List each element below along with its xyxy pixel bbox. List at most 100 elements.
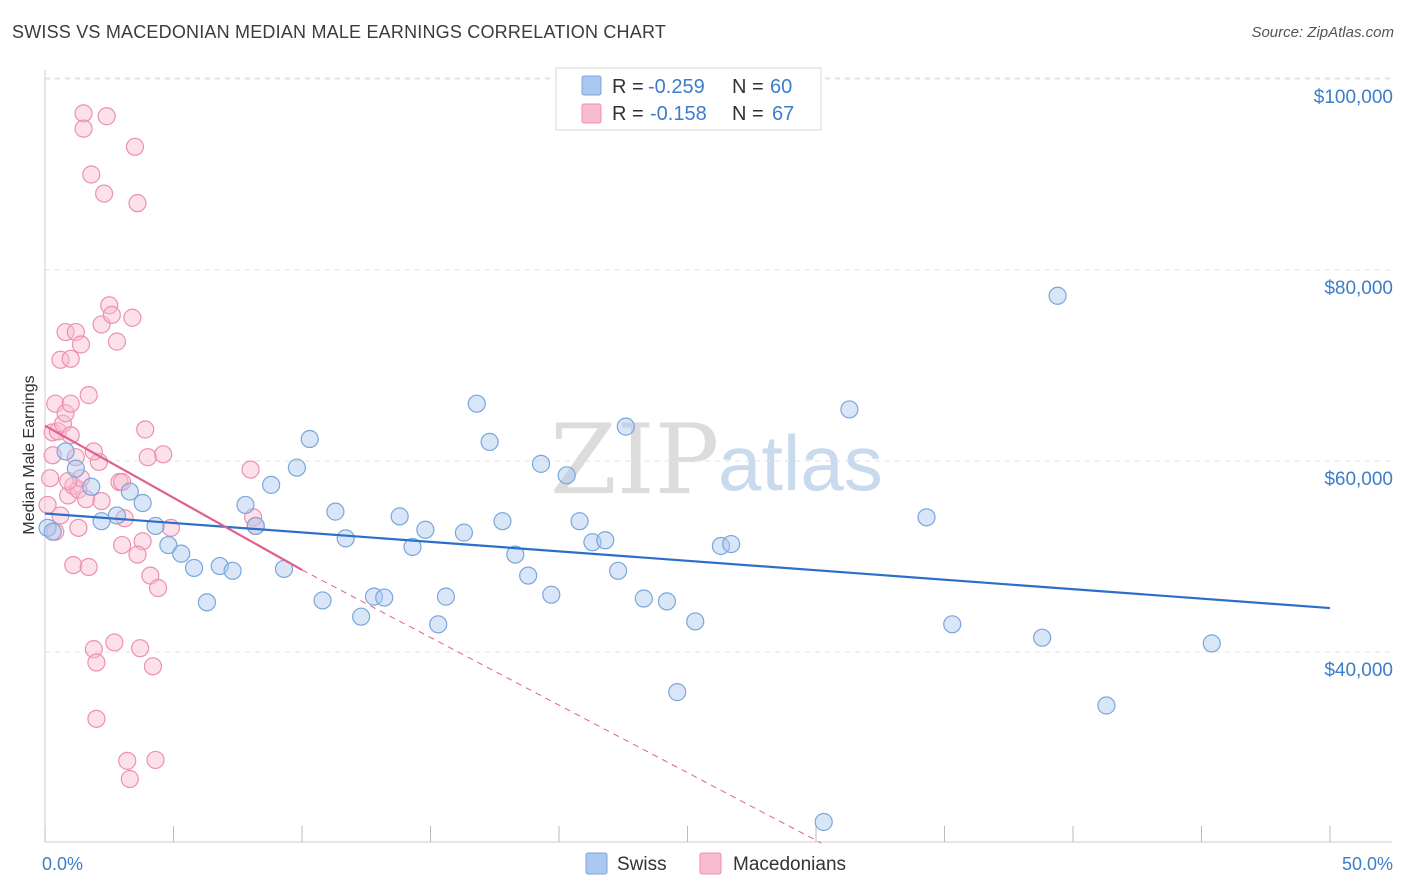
macedonians-point-11 <box>61 349 80 368</box>
swiss-point-39 <box>531 454 551 473</box>
legend-mac-n-value: 67 <box>772 103 794 125</box>
swiss-point-12 <box>184 558 204 578</box>
swiss-point-31 <box>429 615 448 634</box>
bottom-legend-swiss: Swiss <box>617 854 667 875</box>
swiss-point-28 <box>390 507 409 526</box>
x-tick-label-1: 50.0% <box>1342 854 1393 874</box>
swiss-point-55 <box>917 508 936 527</box>
legend-swiss-r-value: -0.259 <box>648 76 705 98</box>
swiss-point-16 <box>236 495 255 515</box>
macedonians-point-26 <box>87 709 106 728</box>
macedonians-point-18 <box>71 335 91 354</box>
macedonians-point-45 <box>133 532 152 551</box>
swiss-point-13 <box>197 593 217 612</box>
legend-swiss-n-value: 60 <box>770 76 792 98</box>
series-legend: Swiss Macedonians <box>585 852 846 875</box>
swiss-point-6 <box>107 506 127 525</box>
macedonians-point-47 <box>138 448 157 467</box>
macedonians-point-25 <box>84 640 103 659</box>
y-tick-label-1: $60,000 <box>1324 469 1393 490</box>
macedonians-point-51 <box>148 578 168 598</box>
legend-mac-n-label: N = <box>732 103 764 125</box>
swiss-point-3 <box>66 459 85 478</box>
macedonians-point-46 <box>136 420 155 439</box>
swiss-point-56 <box>943 615 962 634</box>
swiss-point-20 <box>287 458 306 477</box>
swiss-point-11 <box>172 544 191 563</box>
watermark-zip: ZIP <box>550 404 719 516</box>
swiss-point-35 <box>480 432 499 451</box>
macedonians-point-63 <box>128 545 147 564</box>
swiss-point-49 <box>668 683 687 702</box>
swiss-point-15 <box>223 561 242 580</box>
swiss-point-17 <box>246 516 265 536</box>
x-tick-labels: 0.0% 50.0% <box>42 854 1393 874</box>
swiss-point-29 <box>403 537 422 557</box>
macedonians-point-33 <box>102 305 121 324</box>
swiss-trend-line <box>44 512 1331 610</box>
swiss-point-27 <box>375 588 394 607</box>
swiss-point-22 <box>313 591 332 610</box>
macedonians-point-34 <box>105 633 124 652</box>
axes <box>44 70 1392 843</box>
swiss-points <box>38 286 1221 832</box>
macedonians-point-40 <box>120 769 139 789</box>
swiss-point-10 <box>159 535 178 555</box>
swiss-point-40 <box>542 585 561 604</box>
swiss-point-48 <box>657 592 677 611</box>
swiss-point-4 <box>82 477 101 496</box>
legend-mac-r-value: -0.158 <box>650 103 707 125</box>
macedonians-point-59 <box>61 394 80 413</box>
macedonians-point-23 <box>79 386 98 405</box>
y-tick-label-0: $40,000 <box>1324 660 1393 681</box>
source-label: Source: ZipAtlas.com <box>1251 24 1394 41</box>
swiss-point-44 <box>596 531 615 550</box>
bottom-legend-swatch-macedonians <box>699 852 722 875</box>
macedonians-point-61 <box>92 492 111 511</box>
legend-swatch-macedonians <box>581 103 602 124</box>
swiss-point-46 <box>616 417 635 436</box>
x-tick-label-0: 0.0% <box>42 854 83 874</box>
macedonians-point-31 <box>97 107 116 126</box>
gridlines <box>45 77 1392 653</box>
bottom-legend-swatch-swiss <box>585 852 608 875</box>
swiss-point-7 <box>120 482 139 501</box>
macedonians-point-24 <box>82 165 101 184</box>
macedonians-point-52 <box>154 445 173 464</box>
macedonians-trend-line <box>44 424 303 571</box>
swiss-point-50 <box>686 612 705 631</box>
macedonians-point-19 <box>74 104 93 123</box>
legend-swiss-n-label: N = <box>732 76 764 98</box>
macedonians-point-54 <box>241 460 260 479</box>
swiss-point-45 <box>609 561 628 580</box>
macedonians-point-13 <box>64 555 83 575</box>
chart-title: SWISS VS MACEDONIAN MEDIAN MALE EARNINGS… <box>12 22 667 42</box>
macedonians-point-41 <box>123 308 142 327</box>
y-tick-labels: $40,000 $60,000 $80,000 $100,000 <box>1314 87 1393 681</box>
legend-swiss-r-label: R = <box>612 76 644 98</box>
swiss-point-47 <box>634 589 653 608</box>
swiss-point-59 <box>1097 696 1116 715</box>
macedonians-point-35 <box>107 332 127 351</box>
macedonians-trend-extension <box>301 569 822 844</box>
macedonians-point-27 <box>87 653 106 672</box>
swiss-point-37 <box>506 545 525 564</box>
y-tick-label-3: $100,000 <box>1314 87 1393 108</box>
watermark: ZIP atlas <box>550 404 883 516</box>
swiss-point-2 <box>56 442 75 461</box>
swiss-point-53 <box>814 812 833 832</box>
watermark-atlas: atlas <box>718 419 883 507</box>
bottom-legend-macedonians: Macedonians <box>733 854 846 875</box>
swiss-point-5 <box>92 512 111 531</box>
legend-swatch-swiss <box>581 75 602 96</box>
y-axis-label: Median Male Earnings <box>21 375 38 534</box>
macedonians-point-39 <box>118 751 137 770</box>
macedonians-point-50 <box>146 750 165 770</box>
swiss-point-33 <box>454 523 474 542</box>
swiss-point-42 <box>570 512 589 531</box>
macedonians-point-62 <box>112 472 132 492</box>
swiss-point-18 <box>262 475 281 494</box>
swiss-point-1 <box>43 522 62 541</box>
macedonians-point-20 <box>74 119 93 138</box>
